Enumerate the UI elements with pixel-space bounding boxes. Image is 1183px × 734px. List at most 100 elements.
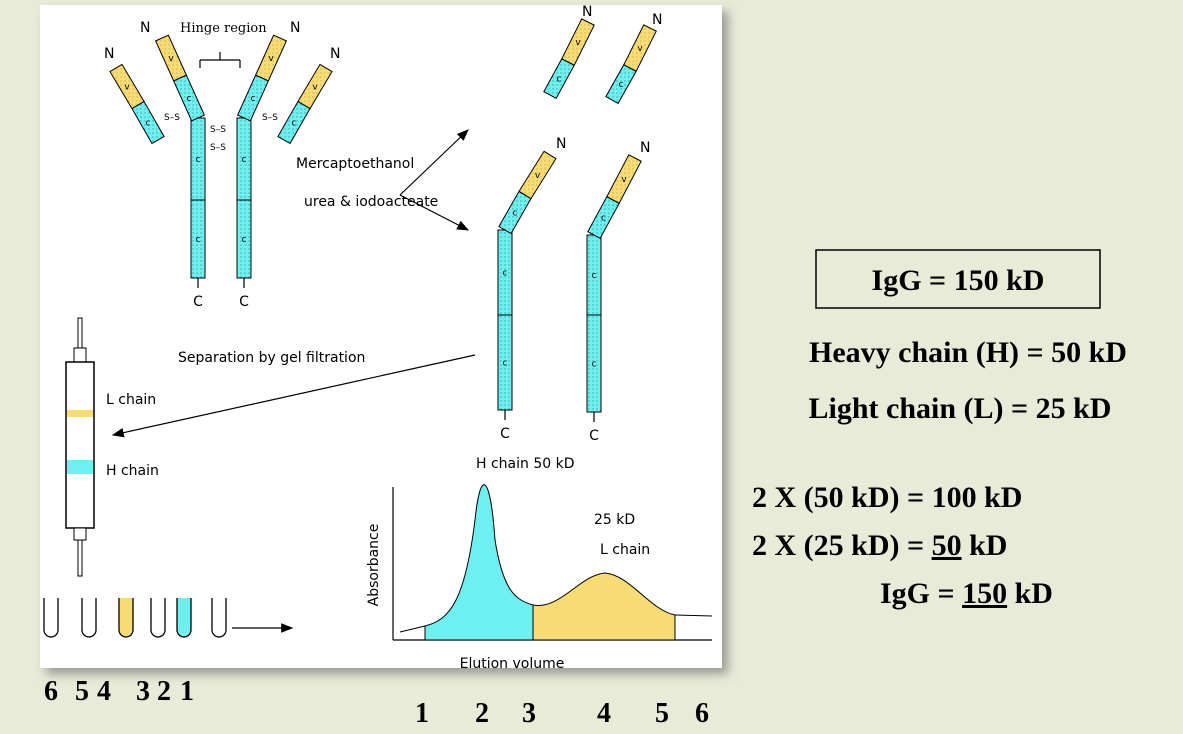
fraction-number: 1 bbox=[415, 698, 429, 729]
domain-label: v bbox=[621, 175, 627, 185]
domain bbox=[154, 34, 188, 82]
fraction-number: 6 bbox=[695, 698, 709, 729]
domain-label: c bbox=[601, 214, 606, 224]
domain-label: c bbox=[503, 269, 508, 279]
fraction-number: 4 bbox=[597, 698, 611, 729]
n-terminus: N bbox=[140, 20, 150, 36]
box bbox=[815, 249, 1101, 309]
l-peak-area bbox=[532, 572, 676, 641]
domain-label: c bbox=[251, 94, 256, 104]
domain-label: c bbox=[242, 235, 247, 245]
c-terminus: C bbox=[239, 294, 249, 310]
domain-label: c bbox=[592, 360, 597, 370]
fraction-number: 2 bbox=[475, 698, 489, 729]
domain bbox=[109, 63, 145, 110]
line bbox=[111, 354, 476, 438]
domain bbox=[561, 18, 595, 66]
disulfide: S–S bbox=[210, 125, 226, 135]
hinge-label: Hinge region bbox=[180, 21, 267, 36]
n-terminus: N bbox=[582, 4, 592, 20]
c-terminus: C bbox=[500, 426, 510, 442]
tube bbox=[81, 598, 97, 638]
column-foot bbox=[73, 527, 87, 541]
n-terminus: N bbox=[330, 46, 340, 62]
tube bbox=[150, 598, 166, 638]
column-outlet bbox=[77, 539, 83, 577]
figure: c c c v N Cc c c v N Cc v Nc v N Hinge region S–S S–S S–S S… bbox=[43, 4, 1127, 729]
domain bbox=[623, 24, 657, 72]
calc-part: 2 X (50 kD) = 100 kD bbox=[752, 481, 1022, 514]
n-terminus: N bbox=[104, 46, 114, 62]
summary-total: IgG = 150 kD bbox=[872, 264, 1045, 297]
disulfide: S–S bbox=[164, 113, 180, 123]
domain bbox=[586, 234, 602, 316]
calc-part: kD bbox=[1007, 577, 1053, 610]
line bbox=[399, 129, 469, 196]
domain bbox=[606, 154, 642, 204]
h-band bbox=[67, 460, 93, 474]
calc-part: 150 bbox=[962, 577, 1007, 610]
column-top bbox=[77, 317, 83, 351]
domain-label: v bbox=[124, 83, 130, 93]
tube-number: 2 bbox=[157, 676, 171, 707]
tube bbox=[118, 598, 134, 638]
tube bbox=[43, 598, 59, 638]
domain-label: v bbox=[268, 54, 274, 64]
domain-label: c bbox=[196, 235, 201, 245]
n-terminus: N bbox=[556, 136, 566, 152]
calc-part: IgG = bbox=[880, 577, 962, 610]
domain-label: c bbox=[196, 155, 201, 165]
tube-number: 3 bbox=[136, 676, 150, 707]
c-terminus: C bbox=[589, 428, 599, 444]
tube-number: 6 bbox=[44, 676, 58, 707]
domain bbox=[518, 150, 557, 200]
domain-label: c bbox=[503, 359, 508, 369]
separation-label: Separation by gel filtration bbox=[178, 350, 365, 366]
domain-label: v bbox=[575, 38, 581, 48]
tube bbox=[176, 598, 192, 638]
figure-panel bbox=[40, 5, 722, 668]
domain-label: c bbox=[292, 119, 297, 129]
calculation: IgG = 150 kD bbox=[880, 577, 1053, 610]
domain-label: v bbox=[168, 54, 174, 64]
tube-number: 5 bbox=[75, 676, 89, 707]
band-label: H chain bbox=[106, 463, 159, 479]
tube bbox=[211, 598, 227, 638]
n-terminus: N bbox=[652, 12, 662, 28]
peak-label: H chain 50 kD bbox=[476, 456, 575, 472]
domain bbox=[254, 34, 288, 82]
peak-label: 25 kD bbox=[594, 512, 635, 528]
reagent: urea & iodoacteate bbox=[304, 194, 438, 210]
x-axis-label: Elution volume bbox=[460, 656, 565, 672]
column bbox=[65, 361, 95, 529]
fraction-number: 3 bbox=[522, 698, 536, 729]
domain bbox=[497, 229, 513, 316]
summary-heavy: Heavy chain (H) = 50 kD bbox=[809, 336, 1127, 369]
reagent: Mercaptoethanol bbox=[296, 156, 414, 172]
calc-part: kD bbox=[962, 529, 1008, 562]
domain-label: c bbox=[619, 80, 624, 90]
baseline bbox=[399, 614, 713, 633]
summary-light: Light chain (L) = 25 kD bbox=[809, 392, 1112, 425]
calculation: 2 X (50 kD) = 100 kD bbox=[752, 481, 1022, 514]
domain bbox=[297, 63, 333, 110]
column-cap bbox=[73, 347, 87, 363]
band-label: L chain bbox=[106, 392, 156, 408]
n-terminus: N bbox=[640, 140, 650, 156]
calculation: 2 X (25 kD) = 50 kD bbox=[752, 529, 1007, 562]
domain-label: c bbox=[242, 155, 247, 165]
peak-label: L chain bbox=[600, 542, 650, 558]
domain-label: c bbox=[146, 119, 151, 129]
l-band bbox=[67, 410, 93, 417]
domain-label: c bbox=[513, 209, 518, 219]
domain-label: v bbox=[535, 171, 541, 181]
c-terminus: C bbox=[193, 294, 203, 310]
calc-part: 50 bbox=[932, 529, 962, 562]
calc-part: 2 X (25 kD) = bbox=[752, 529, 932, 562]
h-peak-area bbox=[424, 484, 534, 641]
domain-label: c bbox=[592, 271, 597, 281]
fraction-number: 5 bbox=[655, 698, 669, 729]
disulfide: S–S bbox=[262, 113, 278, 123]
domain-label: c bbox=[557, 75, 562, 85]
